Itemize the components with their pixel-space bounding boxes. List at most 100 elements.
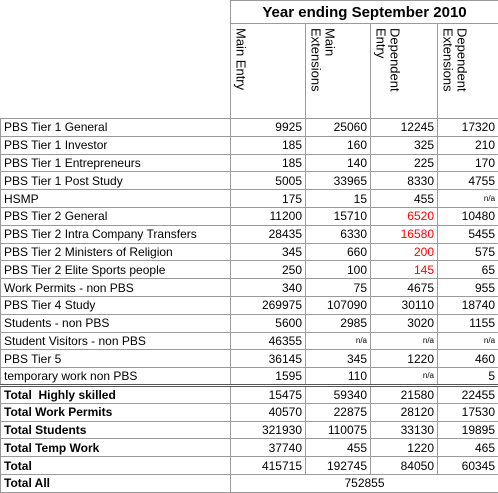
cell: 10480	[438, 207, 498, 225]
cell: 110	[306, 368, 371, 386]
cell: 15475	[231, 385, 306, 403]
cell: 321930	[231, 421, 306, 439]
row-label: PBS Tier 2 Elite Sports people	[1, 261, 231, 279]
cell: 1595	[231, 368, 306, 386]
row-label: Student Visitors - non PBS	[1, 332, 231, 350]
cell: 2985	[306, 314, 371, 332]
row-label: Total All	[1, 474, 231, 492]
cell: 17320	[438, 119, 498, 137]
cell: 660	[306, 243, 371, 261]
cell: 60345	[438, 457, 498, 475]
cell: 65	[438, 261, 498, 279]
cell: 21580	[371, 385, 438, 403]
cell: 9925	[231, 119, 306, 137]
cell: n/a	[306, 332, 371, 350]
row-label: PBS Tier 2 Intra Company Transfers	[1, 225, 231, 243]
row-label: PBS Tier 2 Ministers of Religion	[1, 243, 231, 261]
cell: 140	[306, 154, 371, 172]
cell: 100	[306, 261, 371, 279]
page: Year ending September 2010 Main Entry Mai…	[0, 0, 498, 483]
cell: 160	[306, 136, 371, 154]
cell: 46355	[231, 332, 306, 350]
cell: 340	[231, 279, 306, 297]
row-label: temporary work non PBS	[1, 368, 231, 386]
cell: 15710	[306, 207, 371, 225]
column-header-text: Main Entry	[233, 28, 247, 110]
row-label: PBS Tier 1 General	[1, 119, 231, 137]
cell: 325	[371, 136, 438, 154]
cell: 1220	[371, 350, 438, 368]
cell: 5005	[231, 172, 306, 190]
blank-cell	[1, 1, 231, 24]
cell: 269975	[231, 296, 306, 314]
cell: 16580	[371, 225, 438, 243]
column-header-text: Dependent Extensions	[440, 28, 469, 110]
row-label: PBS Tier 5	[1, 350, 231, 368]
table-title: Year ending September 2010	[231, 1, 498, 24]
column-header: Dependent Entry	[371, 24, 438, 119]
row-label: PBS Tier 4 Study	[1, 296, 231, 314]
cell: 345	[231, 243, 306, 261]
cell: n/a	[438, 332, 498, 350]
column-header-text: Dependent Entry	[373, 28, 402, 110]
column-header: Main Extensions	[306, 24, 371, 119]
cell: 25060	[306, 119, 371, 137]
cell: 36145	[231, 350, 306, 368]
cell: 22875	[306, 403, 371, 421]
blank-cell	[1, 24, 231, 119]
cell: 6330	[306, 225, 371, 243]
cell: 455	[306, 439, 371, 457]
cell: 22455	[438, 385, 498, 403]
column-header: Main Entry	[231, 24, 306, 119]
cell: 575	[438, 243, 498, 261]
cell: 5600	[231, 314, 306, 332]
row-label: HSMP	[1, 190, 231, 208]
cell: 415715	[231, 457, 306, 475]
cell: 250	[231, 261, 306, 279]
row-label: PBS Tier 2 General	[1, 207, 231, 225]
cell: 28435	[231, 225, 306, 243]
cell: 59340	[306, 385, 371, 403]
cell: 185	[231, 154, 306, 172]
cell: 465	[438, 439, 498, 457]
column-header-text: Main Extensions	[308, 28, 337, 110]
cell: 37740	[231, 439, 306, 457]
cell: 225	[371, 154, 438, 172]
cell: 75	[306, 279, 371, 297]
cell: 170	[438, 154, 498, 172]
cell: 1155	[438, 314, 498, 332]
cell: 1220	[371, 439, 438, 457]
cell: 345	[306, 350, 371, 368]
cell: 33965	[306, 172, 371, 190]
cell: 33130	[371, 421, 438, 439]
cell: 955	[438, 279, 498, 297]
cell: 185	[231, 136, 306, 154]
row-label: PBS Tier 1 Investor	[1, 136, 231, 154]
cell: 455	[371, 190, 438, 208]
cell: 4675	[371, 279, 438, 297]
cell: 28120	[371, 403, 438, 421]
cell: n/a	[371, 332, 438, 350]
row-label: Students - non PBS	[1, 314, 231, 332]
row-label: PBS Tier 1 Entrepreneurs	[1, 154, 231, 172]
cell: 19895	[438, 421, 498, 439]
cell: 200	[371, 243, 438, 261]
cell: 4755	[438, 172, 498, 190]
cell: 5	[438, 368, 498, 386]
cell: 145	[371, 261, 438, 279]
row-label: Total Work Permits	[1, 403, 231, 421]
cell: 30110	[371, 296, 438, 314]
